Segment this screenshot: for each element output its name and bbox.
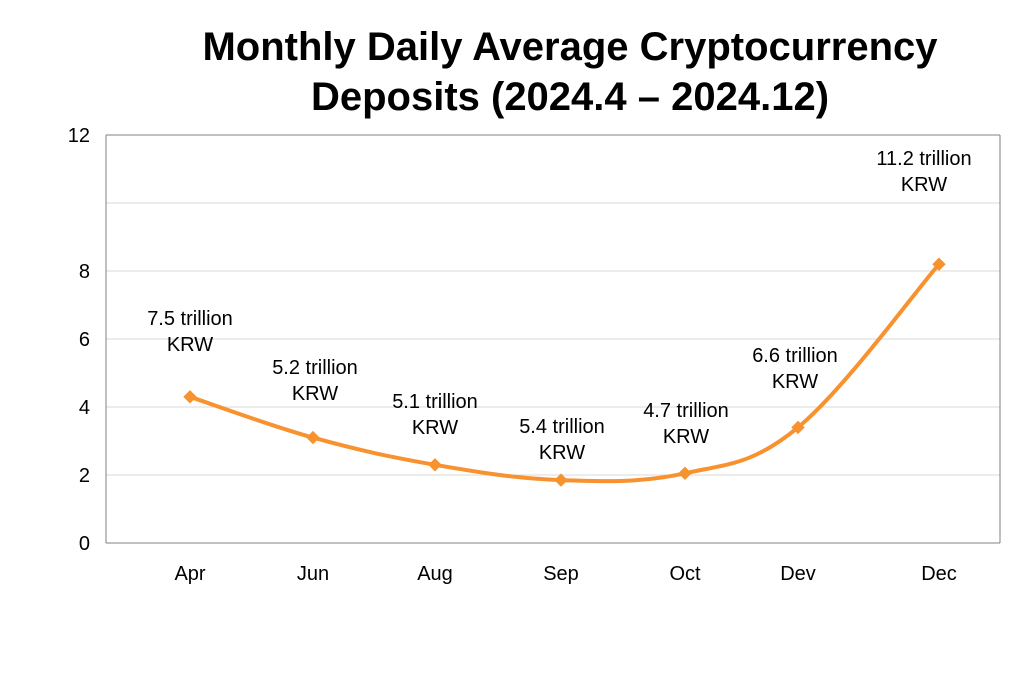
data-point-sep <box>555 474 567 486</box>
x-tick-label: Dec <box>921 563 957 585</box>
data-label: 4.7 trillion <box>643 400 729 422</box>
data-label: 11.2 trillion <box>876 148 971 170</box>
x-tick-label: Apr <box>174 563 205 585</box>
data-label: 5.2 trillion <box>272 357 358 379</box>
data-labels: 7.5 trillion KRW 5.2 trillion KRW 5.1 trilli… <box>147 148 971 464</box>
x-tick-label: Sep <box>543 563 579 585</box>
data-label: KRW <box>539 442 585 464</box>
x-tick-label: Dev <box>780 563 816 585</box>
data-label: 5.1 trillion <box>392 391 478 413</box>
x-tick-labels: Apr Jun Aug Sep Oct Dev Dec <box>174 563 956 585</box>
y-tick-label: 8 <box>79 261 90 283</box>
y-tick-label: 2 <box>79 465 90 487</box>
x-tick-label: Aug <box>417 563 453 585</box>
y-tick-label: 4 <box>79 397 90 419</box>
data-point-oct <box>679 467 691 479</box>
x-tick-label: Jun <box>297 563 329 585</box>
data-label: 5.4 trillion <box>519 416 605 438</box>
data-point-jun <box>307 432 319 444</box>
y-tick-labels: 0 2 4 6 8 12 <box>68 125 90 555</box>
line-chart: 0 2 4 6 8 12 Apr Jun Aug Sep Oct Dev Dec 7.5 trilli… <box>0 0 1030 687</box>
data-label: KRW <box>772 371 818 393</box>
y-tick-label: 12 <box>68 125 90 147</box>
x-tick-label: Oct <box>669 563 701 585</box>
data-point-apr <box>184 391 196 403</box>
data-label: KRW <box>167 334 213 356</box>
y-tick-label: 6 <box>79 329 90 351</box>
data-label: 7.5 trillion <box>147 308 233 330</box>
data-label: KRW <box>292 383 338 405</box>
data-label: 6.6 trillion <box>752 345 838 367</box>
y-tick-label: 0 <box>79 533 90 555</box>
data-label: KRW <box>663 426 709 448</box>
data-point-aug <box>429 459 441 471</box>
data-label: KRW <box>901 174 947 196</box>
data-label: KRW <box>412 417 458 439</box>
